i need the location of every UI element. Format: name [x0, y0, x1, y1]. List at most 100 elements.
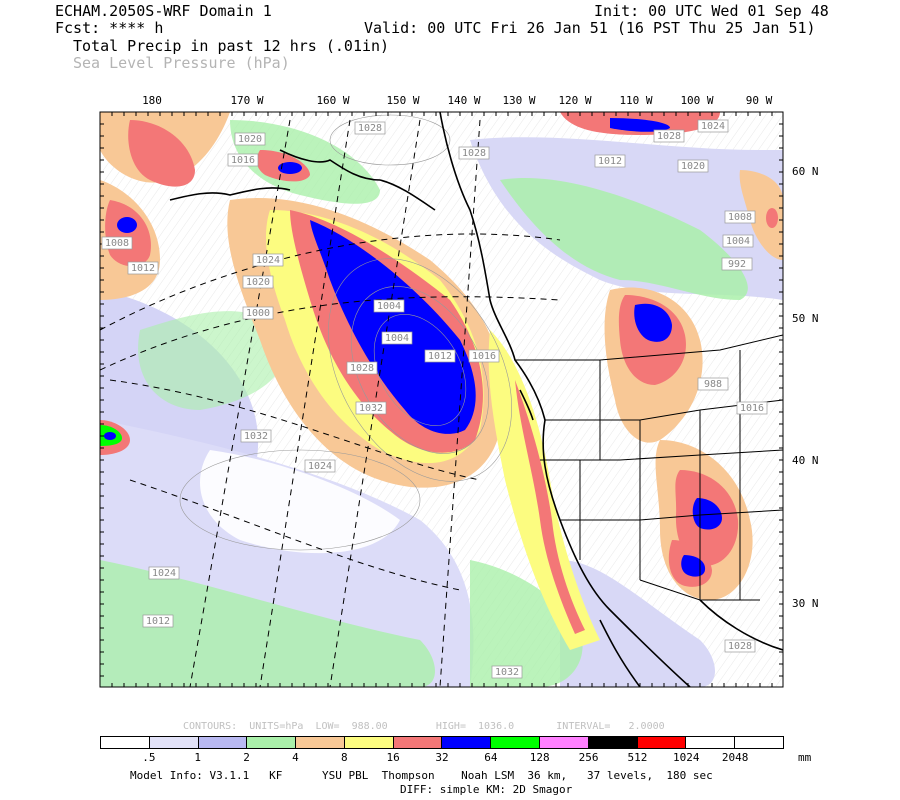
legend-swatch — [491, 737, 541, 748]
legend-label: 64 — [484, 751, 498, 764]
pressure-label: 1028 — [458, 146, 490, 160]
legend-label: 2 — [243, 751, 250, 764]
precip-field — [100, 112, 783, 687]
legend-swatch — [247, 737, 297, 748]
pressure-label: 1024 — [304, 459, 336, 473]
pressure-value: 1024 — [701, 121, 725, 132]
legend-label: 512 — [627, 751, 648, 764]
pressure-value: 1024 — [152, 568, 176, 579]
pressure-label: 1028 — [724, 639, 756, 653]
lon-label: 90 W — [746, 94, 773, 107]
lon-label: 120 W — [558, 94, 591, 107]
lon-label: 170 W — [230, 94, 263, 107]
pressure-value: 1024 — [308, 461, 332, 472]
pressure-label: 1012 — [424, 349, 456, 363]
latitude-labels: 60 N 50 N 40 N 30 N — [792, 165, 819, 610]
precip-color-legend — [100, 736, 784, 749]
pressure-label: 1012 — [594, 154, 626, 168]
pressure-label: 1004 — [722, 234, 754, 248]
pressure-value: 1028 — [358, 123, 382, 134]
pressure-label: 1012 — [127, 261, 159, 275]
pressure-label: 1024 — [697, 119, 729, 133]
pressure-value: 1012 — [131, 263, 155, 274]
legend-label: 2048 — [721, 751, 749, 764]
pressure-value: 1032 — [359, 403, 383, 414]
pressure-value: 1028 — [657, 131, 681, 142]
legend-swatch — [540, 737, 589, 748]
pressure-value: 1004 — [377, 301, 401, 312]
lon-label: 130 W — [502, 94, 535, 107]
legend-label: 32 — [435, 751, 449, 764]
lon-label: 150 W — [386, 94, 419, 107]
pressure-label: 1000 — [242, 306, 274, 320]
pressure-value: 1012 — [598, 156, 622, 167]
pressure-value: 1024 — [256, 255, 280, 266]
pressure-value: 992 — [728, 259, 746, 270]
legend-units: mm — [798, 751, 812, 764]
pressure-value: 1000 — [246, 308, 270, 319]
pressure-value: 1008 — [728, 212, 752, 223]
pressure-label: 1024 — [252, 253, 284, 267]
pressure-value: 1028 — [350, 363, 374, 374]
legend-label: 16 — [386, 751, 400, 764]
pressure-label: 1020 — [242, 275, 274, 289]
pressure-labels: 1028 1020 1016 1008 1012 1024 1020 1000 1004 1004… — [101, 119, 768, 679]
field-title-precip: Total Precip in past 12 hrs (.01in) — [73, 37, 390, 55]
pressure-value: 1016 — [231, 155, 255, 166]
pressure-label: 1008 — [724, 210, 756, 224]
legend-label: 1 — [194, 751, 202, 764]
legend-swatch — [101, 737, 150, 748]
pressure-label: 1016 — [468, 349, 500, 363]
coastlines — [169, 112, 783, 687]
pressure-label: 1024 — [148, 566, 180, 580]
pressure-value: 1028 — [728, 641, 752, 652]
legend-swatch — [442, 737, 492, 748]
legend-label: 1024 — [673, 751, 700, 764]
legend-label: 128 — [529, 751, 550, 764]
pressure-label: 1028 — [354, 121, 386, 135]
pressure-value: 1028 — [462, 148, 486, 159]
legend-swatch — [344, 737, 394, 748]
diff-info: DIFF: simple KM: 2D Smagor — [400, 783, 573, 796]
pressure-label: 1008 — [101, 236, 133, 250]
axis-ticks — [99, 111, 783, 687]
legend-swatch — [393, 737, 443, 748]
legend-swatch — [198, 737, 248, 748]
legend-swatch — [588, 737, 638, 748]
contour-info: CONTOURS: UNITS=hPa LOW= 988.00 HIGH= 10… — [183, 721, 665, 732]
lat-label: 30 N — [792, 597, 819, 610]
pressure-label: 1028 — [653, 129, 685, 143]
legend-swatch — [686, 737, 736, 748]
legend-label: 256 — [578, 751, 599, 764]
lat-label: 50 N — [792, 312, 819, 325]
pressure-value: 1008 — [105, 238, 129, 249]
pressure-value: 1004 — [385, 333, 409, 344]
pressure-label: 1032 — [491, 665, 523, 679]
lon-label: 160 W — [316, 94, 349, 107]
lat-label: 60 N — [792, 165, 819, 178]
pressure-label: 1028 — [346, 361, 378, 375]
legend-label: .5 — [142, 751, 156, 764]
pressure-value: 1020 — [246, 277, 270, 288]
pressure-value: 988 — [704, 379, 722, 390]
forecast-hour: Fcst: **** h — [55, 19, 164, 37]
pressure-value: 1016 — [740, 403, 764, 414]
pressure-value: 1012 — [428, 351, 452, 362]
pressure-label: 1004 — [381, 331, 413, 345]
lon-label: 110 W — [619, 94, 652, 107]
init-time: Init: 00 UTC Wed 01 Sep 48 — [594, 2, 829, 20]
legend-label: 8 — [340, 751, 348, 764]
pressure-label: 1016 — [227, 153, 259, 167]
pressure-value: 1032 — [495, 667, 519, 678]
field-title-slp: Sea Level Pressure (hPa) — [73, 54, 290, 72]
model-title: ECHAM.2050S-WRF Domain 1 — [55, 2, 272, 20]
pressure-label: 1020 — [234, 132, 266, 146]
pressure-value: 1004 — [726, 236, 750, 247]
pressure-label: 992 — [721, 257, 753, 271]
pressure-label: 1032 — [355, 401, 387, 415]
pressure-value: 1016 — [472, 351, 496, 362]
pressure-value: 1020 — [238, 134, 262, 145]
longitude-labels: 180 170 W 160 W 150 W 140 W 130 W 120 W … — [142, 94, 773, 107]
legend-swatch — [296, 737, 345, 748]
